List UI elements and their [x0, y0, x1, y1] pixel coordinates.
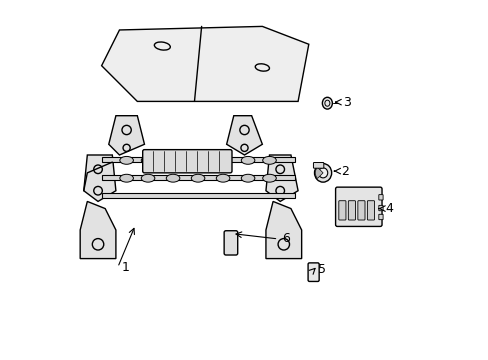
Polygon shape [226, 116, 262, 155]
Ellipse shape [120, 157, 133, 164]
Polygon shape [265, 155, 298, 202]
FancyBboxPatch shape [102, 175, 294, 180]
Text: 3: 3 [342, 96, 350, 109]
Ellipse shape [166, 157, 180, 164]
FancyBboxPatch shape [378, 205, 382, 211]
Text: 5: 5 [317, 263, 325, 276]
FancyBboxPatch shape [378, 195, 382, 200]
FancyBboxPatch shape [102, 193, 294, 198]
Text: 4: 4 [385, 202, 393, 215]
Text: 6: 6 [282, 233, 289, 246]
Text: 1: 1 [121, 261, 129, 274]
FancyBboxPatch shape [357, 201, 364, 220]
FancyBboxPatch shape [335, 187, 381, 226]
FancyBboxPatch shape [347, 201, 355, 220]
FancyBboxPatch shape [307, 263, 319, 282]
Polygon shape [83, 155, 116, 202]
Ellipse shape [141, 157, 155, 164]
Polygon shape [265, 202, 301, 258]
FancyBboxPatch shape [102, 157, 294, 162]
Ellipse shape [191, 157, 204, 164]
Ellipse shape [216, 157, 229, 164]
FancyBboxPatch shape [224, 231, 237, 255]
FancyBboxPatch shape [338, 201, 345, 220]
FancyBboxPatch shape [313, 162, 323, 168]
Ellipse shape [120, 174, 133, 182]
Ellipse shape [241, 157, 254, 164]
Polygon shape [108, 116, 144, 155]
Wedge shape [315, 167, 323, 179]
FancyBboxPatch shape [378, 214, 382, 220]
FancyBboxPatch shape [366, 201, 374, 220]
Ellipse shape [141, 174, 155, 182]
Polygon shape [102, 26, 308, 102]
Ellipse shape [166, 174, 180, 182]
Ellipse shape [314, 163, 331, 182]
FancyBboxPatch shape [142, 150, 231, 173]
Ellipse shape [322, 97, 332, 109]
Ellipse shape [318, 168, 327, 178]
Ellipse shape [241, 174, 254, 182]
Ellipse shape [262, 174, 276, 182]
Ellipse shape [191, 174, 204, 182]
Polygon shape [80, 202, 116, 258]
Text: 2: 2 [340, 165, 348, 177]
Ellipse shape [262, 157, 276, 164]
Ellipse shape [216, 174, 229, 182]
